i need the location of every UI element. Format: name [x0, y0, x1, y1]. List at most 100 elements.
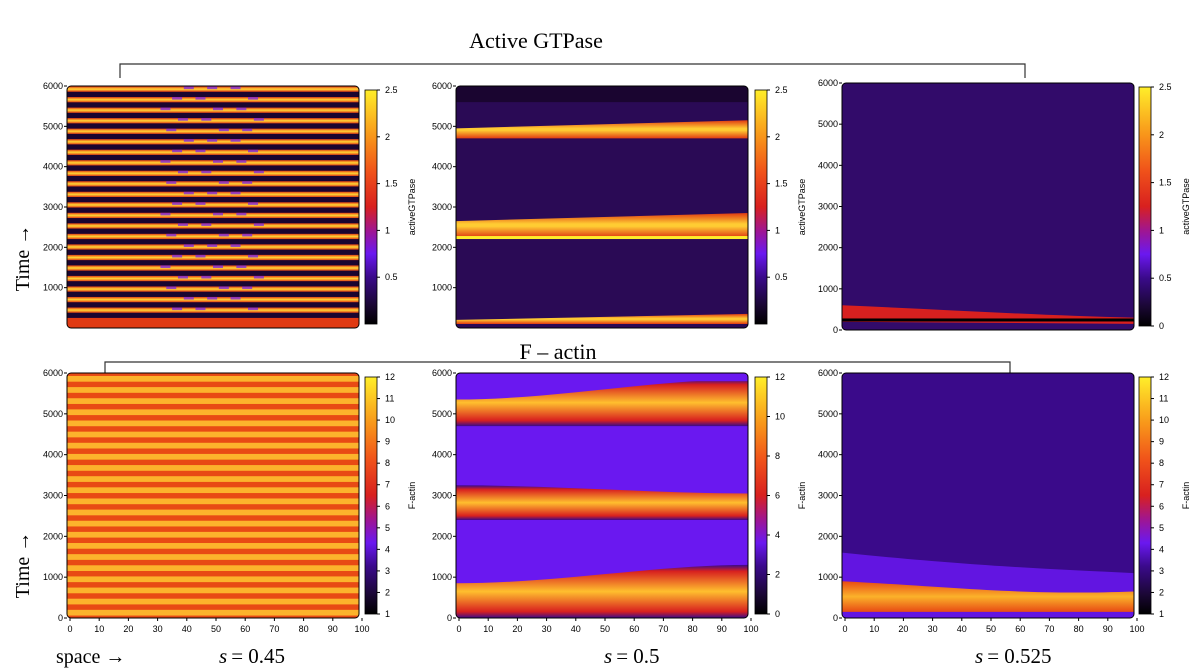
gtpase-blob	[201, 170, 212, 174]
heatmap-field	[842, 83, 1134, 330]
gtpase-blob	[218, 128, 229, 132]
gtpase-band	[67, 202, 359, 208]
gtpase-band	[67, 286, 359, 292]
colorbar	[364, 376, 378, 615]
colorbar-tick-label: 4	[775, 530, 780, 540]
y-tick-label: 4000	[818, 450, 838, 460]
factin-band	[67, 576, 359, 583]
gtpase-blob	[242, 181, 253, 184]
heatmap-panel-6: 0 1000 2000 3000 4000 5000 6000 0 10 20 30 40 50 60 70…	[818, 368, 1191, 634]
factin-band	[67, 398, 359, 404]
colorbar-tick-label: 8	[385, 458, 390, 468]
y-tick-label: 5000	[432, 121, 452, 131]
y-tick-label: 5000	[432, 409, 452, 419]
x-tick-label: 30	[928, 624, 938, 634]
gtpase-blob	[160, 265, 171, 269]
x-tick-label: 100	[743, 624, 758, 634]
y-tick-label: 6000	[43, 368, 63, 378]
gtpase-blob	[242, 128, 253, 132]
y-tick-label: 2000	[818, 531, 838, 541]
x-tick-label: 30	[542, 624, 552, 634]
gtpase-blob	[218, 286, 229, 290]
colorbar-tick-label: 3	[385, 566, 390, 576]
factin-bracket	[104, 361, 1011, 376]
gtpase-blob	[195, 97, 206, 100]
heatmap-field	[67, 373, 359, 618]
x-tick-label: 10	[869, 624, 879, 634]
gtpase-blob	[166, 286, 177, 290]
gtpase-blob	[207, 244, 218, 247]
factin-top-region	[456, 373, 748, 382]
gtpase-blob	[248, 149, 259, 153]
x-tick-label: 70	[269, 624, 279, 634]
y-tick-label: 2000	[432, 242, 452, 252]
gtpase-blob	[242, 286, 253, 290]
gtpase-blob	[253, 223, 264, 226]
gtpase-blob	[218, 181, 229, 184]
gtpase-blob	[207, 191, 218, 195]
colorbar-tick-label: 1	[385, 225, 390, 235]
factin-band	[67, 531, 359, 538]
s-label-1: s = 0.45	[219, 644, 285, 668]
gtpase-blob	[177, 275, 188, 279]
heatmap-field	[67, 86, 359, 328]
y-tick-label: 1000	[43, 283, 63, 293]
gtpase-blob	[183, 244, 194, 247]
gtpase-blob	[160, 160, 171, 163]
colorbar-tick-label: 10	[385, 415, 395, 425]
y-tick-label: 6000	[43, 81, 63, 91]
gtpase-peak-line	[456, 236, 748, 240]
gtpase-blob	[248, 202, 259, 205]
gtpase-blob	[253, 170, 264, 174]
colorbar-tick-label: 12	[775, 372, 785, 382]
x-tick-label: 10	[483, 624, 493, 634]
factin-band	[67, 387, 359, 393]
gtpase-band	[67, 128, 359, 134]
x-tick-label: 20	[898, 624, 908, 634]
gtpase-band	[456, 120, 748, 139]
factin-band	[456, 564, 748, 618]
gtpase-blob	[195, 149, 206, 153]
y-tick-label: 5000	[818, 409, 838, 419]
gtpase-blob	[236, 212, 247, 216]
x-tick-label: 0	[842, 624, 847, 634]
factin-band	[67, 476, 359, 482]
colorbar-tick-label: 7	[385, 480, 390, 490]
gtpase-blob	[201, 223, 212, 226]
colorbar-tick-label: 2	[385, 587, 390, 597]
colorbar-tick-label: 9	[1159, 437, 1164, 447]
x-tick-label: 50	[986, 624, 996, 634]
colorbar-label: F-actin	[797, 482, 807, 510]
x-tick-label: 40	[571, 624, 581, 634]
gtpase-blob	[172, 307, 183, 311]
gtpase-band	[67, 181, 359, 187]
colorbar-label: activeGTPase	[1181, 178, 1191, 235]
gtpase-blob	[213, 212, 223, 216]
x-tick-label: 80	[1074, 624, 1084, 634]
gtpase-blob	[166, 181, 177, 184]
gtpase-blob	[183, 191, 194, 195]
gtpase-band	[67, 118, 359, 124]
y-tick-label: 4000	[432, 162, 452, 172]
y-tick-label: 4000	[43, 450, 63, 460]
x-tick-label: 10	[94, 624, 104, 634]
y-tick-label: 0	[833, 325, 838, 335]
gtpase-bracket	[119, 63, 1026, 78]
x-tick-label: 60	[240, 624, 250, 634]
y-tick-label: 0	[58, 613, 63, 623]
gtpase-blob	[201, 118, 212, 121]
space-label: space →	[56, 646, 125, 668]
heatmap-field	[842, 373, 1134, 618]
gtpase-dark-line	[842, 318, 1134, 322]
gtpase-blob	[213, 160, 223, 163]
factin-band	[67, 520, 359, 527]
gtpase-blob	[172, 97, 183, 100]
colorbar-tick-label: 6	[385, 501, 390, 511]
gtpase-blob	[201, 275, 212, 279]
colorbar-tick-label: 1	[1159, 225, 1164, 235]
colorbar-tick-label: 2	[775, 132, 780, 142]
gtpase-blob	[253, 275, 264, 279]
x-tick-label: 50	[600, 624, 610, 634]
gtpase-blob	[160, 107, 171, 111]
